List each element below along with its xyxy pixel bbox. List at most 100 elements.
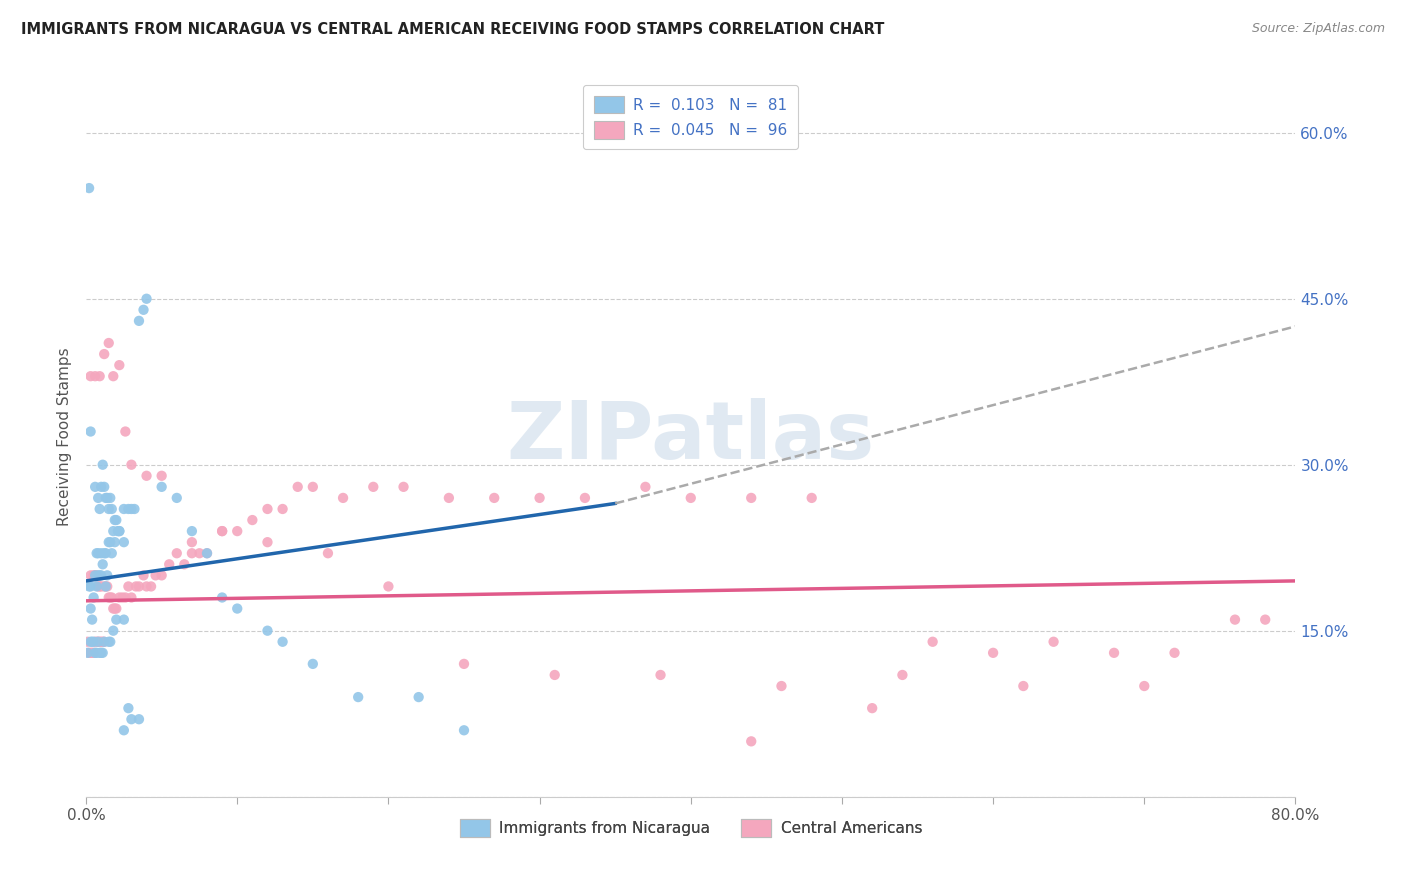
Point xyxy=(271,502,294,516)
Point xyxy=(87,634,110,648)
Point xyxy=(86,546,108,560)
Y-axis label: Receiving Food Stamps: Receiving Food Stamps xyxy=(58,348,72,526)
Point xyxy=(135,468,157,483)
Point xyxy=(89,646,111,660)
Point xyxy=(105,613,128,627)
Point xyxy=(97,634,120,648)
Point xyxy=(79,568,101,582)
Point xyxy=(87,568,110,582)
Point xyxy=(94,491,117,505)
Point xyxy=(79,646,101,660)
Point xyxy=(120,502,142,516)
Point xyxy=(124,502,146,516)
Point xyxy=(93,546,115,560)
Point xyxy=(100,546,122,560)
Point xyxy=(316,546,339,560)
Point xyxy=(97,591,120,605)
Point xyxy=(79,369,101,384)
Point xyxy=(125,579,148,593)
Point xyxy=(96,568,118,582)
Point xyxy=(91,558,114,572)
Point xyxy=(91,458,114,472)
Point xyxy=(76,646,98,660)
Point xyxy=(166,491,188,505)
Point xyxy=(89,369,111,384)
Point xyxy=(135,579,157,593)
Point xyxy=(93,579,115,593)
Point xyxy=(93,480,115,494)
Point xyxy=(86,568,108,582)
Point xyxy=(1012,679,1035,693)
Point xyxy=(90,579,112,593)
Point xyxy=(363,480,385,494)
Point xyxy=(105,513,128,527)
Point xyxy=(79,425,101,439)
Point xyxy=(87,546,110,560)
Point xyxy=(226,601,249,615)
Text: Source: ZipAtlas.com: Source: ZipAtlas.com xyxy=(1251,22,1385,36)
Point xyxy=(437,491,460,505)
Point xyxy=(89,502,111,516)
Point xyxy=(87,634,110,648)
Point xyxy=(256,624,278,638)
Point xyxy=(770,679,793,693)
Point xyxy=(83,634,105,648)
Point xyxy=(301,480,323,494)
Point xyxy=(96,579,118,593)
Point xyxy=(90,568,112,582)
Point xyxy=(83,646,105,660)
Point xyxy=(91,634,114,648)
Point xyxy=(76,634,98,648)
Point xyxy=(83,591,105,605)
Point xyxy=(891,668,914,682)
Point xyxy=(103,524,125,538)
Point xyxy=(84,480,107,494)
Point xyxy=(105,601,128,615)
Point xyxy=(104,601,127,615)
Point xyxy=(544,668,567,682)
Point xyxy=(86,634,108,648)
Point xyxy=(150,568,173,582)
Point xyxy=(150,468,173,483)
Point xyxy=(90,480,112,494)
Point xyxy=(408,690,430,704)
Point xyxy=(634,480,657,494)
Point xyxy=(256,535,278,549)
Point xyxy=(98,535,121,549)
Point xyxy=(104,513,127,527)
Point xyxy=(103,601,125,615)
Point xyxy=(226,524,249,538)
Point xyxy=(82,646,104,660)
Point xyxy=(240,513,263,527)
Point xyxy=(120,591,142,605)
Point xyxy=(150,480,173,494)
Point xyxy=(84,568,107,582)
Point xyxy=(132,568,155,582)
Point xyxy=(135,292,157,306)
Point xyxy=(301,657,323,671)
Point xyxy=(256,502,278,516)
Point xyxy=(114,425,136,439)
Point xyxy=(1254,613,1277,627)
Point xyxy=(77,181,100,195)
Point xyxy=(157,558,180,572)
Point xyxy=(77,646,100,660)
Point xyxy=(90,634,112,648)
Point xyxy=(139,579,162,593)
Point xyxy=(211,524,233,538)
Point xyxy=(96,491,118,505)
Point xyxy=(111,591,134,605)
Point xyxy=(453,723,475,738)
Point xyxy=(211,591,233,605)
Point xyxy=(114,591,136,605)
Point xyxy=(332,491,354,505)
Point xyxy=(112,502,135,516)
Point xyxy=(679,491,702,505)
Point xyxy=(108,358,131,372)
Point xyxy=(188,546,211,560)
Point xyxy=(195,546,218,560)
Point xyxy=(89,568,111,582)
Point xyxy=(211,524,233,538)
Point xyxy=(108,524,131,538)
Point xyxy=(347,690,370,704)
